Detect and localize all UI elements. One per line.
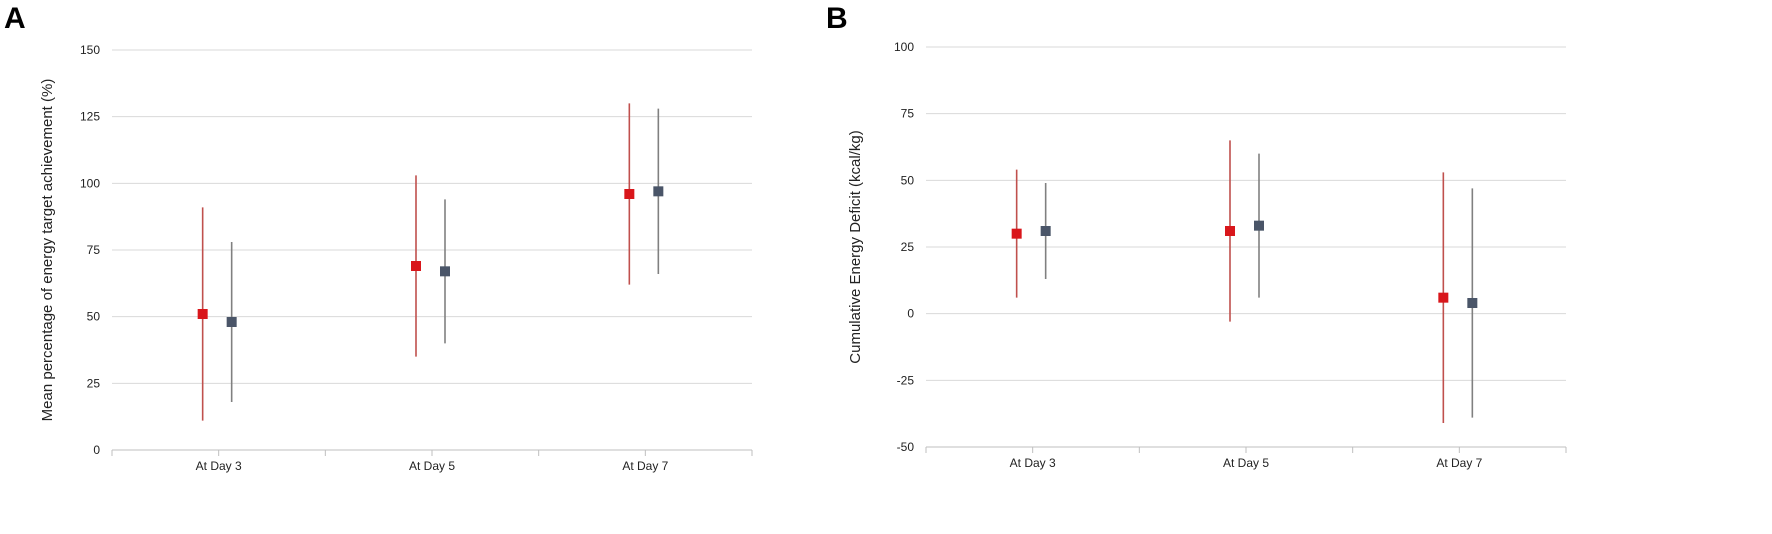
chart-b-ytick-label: 25 <box>901 240 915 254</box>
chart-a-data-point <box>226 317 237 327</box>
chart-a-data-point <box>653 186 664 197</box>
chart-a-ytick-label: 150 <box>80 43 100 57</box>
chart-a-category-label: At Day 5 <box>409 459 455 473</box>
chart-a-ytick-label: 25 <box>87 376 101 390</box>
chart-a-ytick-label: 0 <box>93 443 100 457</box>
chart-b: -50 -25 0 25 50 75 100 At Day 3 At Day 5 At Day 7… <box>847 40 1567 470</box>
chart-b-ytick-label: -25 <box>897 373 915 387</box>
chart-b-data-point <box>1254 220 1264 231</box>
chart-b-data-point <box>1467 298 1478 308</box>
chart-b-ytick-label: 0 <box>907 307 914 321</box>
chart-a-category-label: At Day 7 <box>622 459 668 473</box>
chart-a-ytick-label: 75 <box>87 243 101 257</box>
chart-a-ytick-label: 100 <box>80 176 100 190</box>
chart-b-category-label: At Day 3 <box>1010 456 1056 470</box>
chart-a-data-point <box>624 189 635 199</box>
panel-letter-b: B <box>826 2 848 35</box>
chart-b-ytick-label: 50 <box>901 173 915 187</box>
chart-b-ytick-label: 75 <box>901 107 915 121</box>
chart-b-data-point <box>1040 226 1051 236</box>
chart-a-category-label: At Day 3 <box>196 459 242 473</box>
chart-b-ytick-label: 100 <box>894 40 914 54</box>
chart-b-ytick-label: -50 <box>897 440 915 454</box>
chart-a-data-point <box>411 261 421 271</box>
chart-b-category-label: At Day 5 <box>1223 456 1269 470</box>
chart-a-ytick-label: 125 <box>80 110 100 124</box>
chart-b-y-axis-label: Cumulative Energy Deficit (kcal/kg) <box>847 130 864 363</box>
chart-a-data-point <box>440 266 450 277</box>
chart-a: 0 25 50 75 100 125 150 At Day 3 At Day 5 At Day 7… <box>39 43 753 473</box>
panel-letter-a: A <box>4 2 26 35</box>
chart-a-data-point <box>197 309 208 319</box>
chart-b-data-point <box>1011 228 1022 239</box>
chart-b-data-point <box>1225 226 1235 236</box>
chart-b-category-label: At Day 7 <box>1436 456 1482 470</box>
chart-a-y-axis-label: Mean percentage of energy target achieve… <box>39 79 56 422</box>
chart-b-data-point <box>1438 292 1449 303</box>
chart-a-ytick-label: 50 <box>87 310 101 324</box>
